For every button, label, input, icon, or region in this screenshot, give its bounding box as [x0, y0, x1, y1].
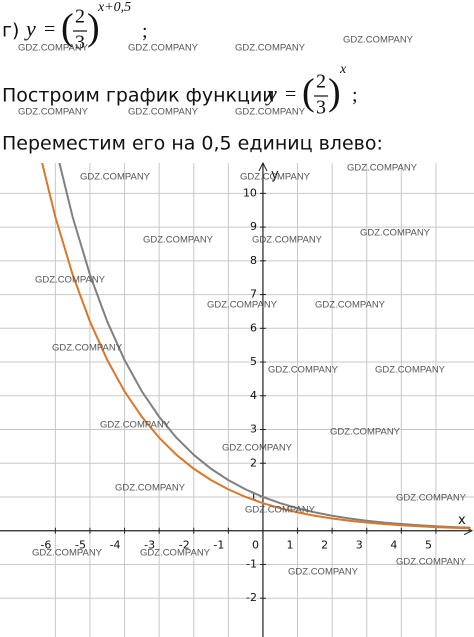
- watermark: GDZ.COMPANY: [235, 107, 306, 118]
- watermark: GDZ.COMPANY: [343, 35, 414, 46]
- y-tick-label: 10: [243, 186, 257, 199]
- watermark: GDZ.COMPANY: [35, 275, 106, 286]
- y-tick-label: 2: [250, 456, 257, 469]
- watermark: GDZ.COMPANY: [128, 43, 199, 54]
- watermark: GDZ.COMPANY: [315, 300, 386, 311]
- watermark: GDZ.COMPANY: [128, 107, 199, 118]
- x-tick-label: 1: [287, 539, 294, 552]
- watermark: GDZ.COMPANY: [52, 343, 123, 354]
- watermark: GDZ.COMPANY: [330, 427, 401, 438]
- x-tick-label: 3: [356, 539, 363, 552]
- paren: (: [302, 72, 315, 114]
- x-tick-label: 0: [252, 539, 259, 552]
- graph: -6 -5 -4 -3 -2 -1 0 1 2 3 4 5 -2 -1 1 2 3 4 5 6 7 8 9 10 x y: [0, 161, 474, 637]
- y-tick-label: 4: [250, 389, 257, 402]
- denominator: 3: [75, 32, 85, 54]
- x-axis-label: x: [458, 513, 466, 528]
- watermark: GDZ.COMPANY: [360, 228, 431, 239]
- func: y: [24, 16, 36, 41]
- prefix: г): [2, 20, 19, 42]
- watermark: GDZ.COMPANY: [252, 235, 323, 246]
- watermark: GDZ.COMPANY: [32, 548, 103, 559]
- end: ;: [142, 21, 148, 43]
- paren: ): [328, 72, 341, 114]
- watermark: GDZ.COMPANY: [222, 443, 293, 454]
- func: y: [265, 81, 277, 106]
- eq: =: [44, 19, 55, 41]
- y-tick-label: 1: [250, 490, 257, 503]
- numerator: 2: [75, 6, 85, 28]
- exponent: x: [339, 62, 347, 77]
- y-axis-label: y: [271, 168, 279, 183]
- watermark: GDZ.COMPANY: [100, 420, 171, 431]
- exponent: x+0,5: [97, 0, 131, 15]
- x-tick-label: -5: [75, 539, 86, 552]
- x-tick-label: -1: [213, 539, 224, 552]
- y-tick-label: 9: [250, 220, 257, 233]
- paren: (: [61, 7, 74, 49]
- x-tick-label: -4: [110, 539, 121, 552]
- y-tick-label: -1: [246, 557, 257, 570]
- numerator: 2: [316, 71, 326, 93]
- y-tick-label: 3: [250, 423, 257, 436]
- watermark: GDZ.COMPANY: [396, 493, 467, 504]
- watermark: GDZ.COMPANY: [235, 43, 306, 54]
- watermark: GDZ.COMPANY: [207, 300, 278, 311]
- watermark: GDZ.COMPANY: [268, 365, 339, 376]
- watermark: GDZ.COMPANY: [18, 107, 89, 118]
- x-tick-label: -2: [179, 539, 190, 552]
- watermark: GDZ.COMPANY: [375, 365, 446, 376]
- curve: [41, 163, 471, 530]
- watermark: GDZ.COMPANY: [143, 235, 214, 246]
- watermark: GDZ.COMPANY: [396, 557, 467, 568]
- paren: ): [87, 7, 100, 49]
- x-tick-label: 4: [390, 539, 397, 552]
- text: Построим график функции: [2, 85, 275, 107]
- x-tick-label: 5: [425, 539, 432, 552]
- watermark: GDZ.COMPANY: [240, 172, 311, 183]
- x-tick-label: -6: [40, 539, 51, 552]
- x-tick-label: 2: [321, 539, 328, 552]
- curve: [58, 163, 471, 529]
- watermark: GDZ.COMPANY: [140, 548, 211, 559]
- watermark: GDZ.COMPANY: [245, 505, 316, 516]
- watermark: GDZ.COMPANY: [18, 43, 89, 54]
- x-tick-label: -3: [144, 539, 155, 552]
- line-2: Построим график функции y = ( 2 3 ) x ;: [2, 62, 358, 118]
- watermarks: GDZ.COMPANY GDZ.COMPANY GDZ.COMPANY GDZ.COM…: [18, 35, 467, 578]
- line-1: г) y = ( 2 3 ) x+0,5 ;: [2, 0, 148, 53]
- y-tick-label: -2: [246, 591, 257, 604]
- watermark: GDZ.COMPANY: [347, 163, 418, 174]
- line-3: Переместим его на 0,5 единиц влево:: [2, 133, 383, 155]
- end: ;: [352, 85, 358, 107]
- y-arrow: [258, 161, 268, 172]
- denominator: 3: [316, 97, 326, 119]
- y-tick-label: 6: [250, 321, 257, 334]
- watermark: GDZ.COMPANY: [80, 172, 151, 183]
- watermark: GDZ.COMPANY: [288, 567, 359, 578]
- y-tick-label: 8: [250, 254, 257, 267]
- watermark: GDZ.COMPANY: [115, 483, 186, 494]
- eq: =: [285, 84, 296, 106]
- y-tick-label: 7: [250, 288, 257, 301]
- y-tick-label: 5: [250, 355, 257, 368]
